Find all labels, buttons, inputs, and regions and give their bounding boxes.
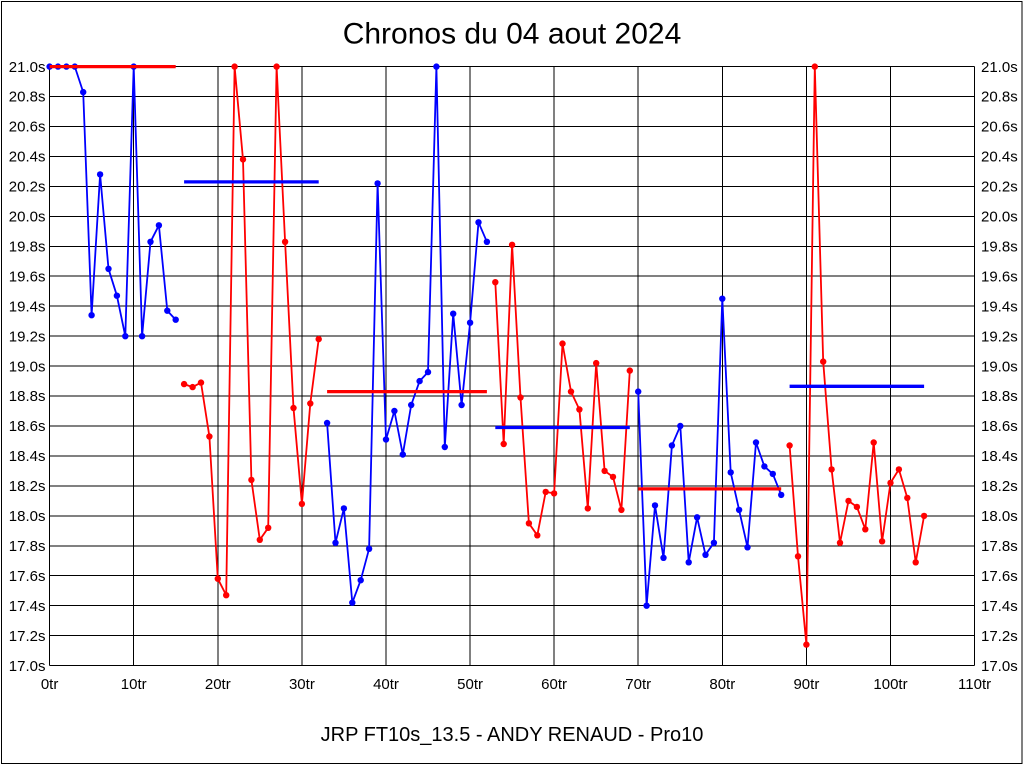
- svg-text:19.2s: 19.2s: [9, 328, 46, 345]
- svg-text:18.8s: 18.8s: [9, 388, 46, 405]
- svg-text:17.8s: 17.8s: [981, 538, 1018, 555]
- svg-text:10tr: 10tr: [121, 676, 147, 693]
- svg-text:17.8s: 17.8s: [9, 538, 46, 555]
- svg-text:17.2s: 17.2s: [981, 628, 1018, 645]
- svg-text:70tr: 70tr: [625, 676, 651, 693]
- svg-text:17.0s: 17.0s: [981, 658, 1018, 675]
- svg-text:21.0s: 21.0s: [981, 59, 1018, 76]
- svg-text:0tr: 0tr: [41, 676, 59, 693]
- svg-text:17.4s: 17.4s: [981, 598, 1018, 615]
- svg-text:18.8s: 18.8s: [981, 388, 1018, 405]
- svg-text:19.0s: 19.0s: [9, 358, 46, 375]
- svg-text:18.0s: 18.0s: [981, 508, 1018, 525]
- svg-text:21.0s: 21.0s: [9, 59, 46, 76]
- svg-text:20.2s: 20.2s: [981, 179, 1018, 196]
- svg-text:20.2s: 20.2s: [9, 179, 46, 196]
- svg-text:20.4s: 20.4s: [981, 149, 1018, 166]
- svg-text:17.0s: 17.0s: [9, 658, 46, 675]
- svg-text:19.8s: 19.8s: [9, 239, 46, 256]
- svg-text:17.4s: 17.4s: [9, 598, 46, 615]
- svg-text:20.0s: 20.0s: [981, 209, 1018, 226]
- svg-text:19.6s: 19.6s: [9, 268, 46, 285]
- svg-text:19.4s: 19.4s: [9, 298, 46, 315]
- svg-text:18.6s: 18.6s: [981, 418, 1018, 435]
- svg-text:80tr: 80tr: [709, 676, 735, 693]
- svg-text:Chronos du 04 aout 2024: Chronos du 04 aout 2024: [343, 18, 682, 51]
- svg-text:17.6s: 17.6s: [9, 568, 46, 585]
- svg-text:50tr: 50tr: [457, 676, 483, 693]
- svg-text:JRP FT10s_13.5 - ANDY RENAUD -: JRP FT10s_13.5 - ANDY RENAUD - Pro10: [321, 724, 704, 746]
- svg-text:19.6s: 19.6s: [981, 268, 1018, 285]
- svg-text:18.2s: 18.2s: [981, 478, 1018, 495]
- svg-text:20.6s: 20.6s: [981, 119, 1018, 136]
- svg-text:20.4s: 20.4s: [9, 149, 46, 166]
- svg-text:19.2s: 19.2s: [981, 328, 1018, 345]
- svg-text:18.6s: 18.6s: [9, 418, 46, 435]
- svg-text:20.6s: 20.6s: [9, 119, 46, 136]
- svg-text:110tr: 110tr: [958, 676, 991, 693]
- svg-text:20.8s: 20.8s: [981, 89, 1018, 106]
- svg-text:19.8s: 19.8s: [981, 239, 1018, 256]
- svg-text:30tr: 30tr: [289, 676, 315, 693]
- svg-text:17.2s: 17.2s: [9, 628, 46, 645]
- svg-text:90tr: 90tr: [793, 676, 819, 693]
- svg-text:100tr: 100tr: [873, 676, 907, 693]
- svg-text:18.4s: 18.4s: [9, 448, 46, 465]
- svg-text:18.2s: 18.2s: [9, 478, 46, 495]
- svg-text:20.0s: 20.0s: [9, 209, 46, 226]
- svg-text:20.8s: 20.8s: [9, 89, 46, 106]
- svg-text:19.0s: 19.0s: [981, 358, 1018, 375]
- svg-text:17.6s: 17.6s: [981, 568, 1018, 585]
- svg-text:18.0s: 18.0s: [9, 508, 46, 525]
- svg-text:18.4s: 18.4s: [981, 448, 1018, 465]
- svg-text:40tr: 40tr: [373, 676, 399, 693]
- svg-text:60tr: 60tr: [541, 676, 567, 693]
- svg-text:19.4s: 19.4s: [981, 298, 1018, 315]
- svg-text:20tr: 20tr: [205, 676, 231, 693]
